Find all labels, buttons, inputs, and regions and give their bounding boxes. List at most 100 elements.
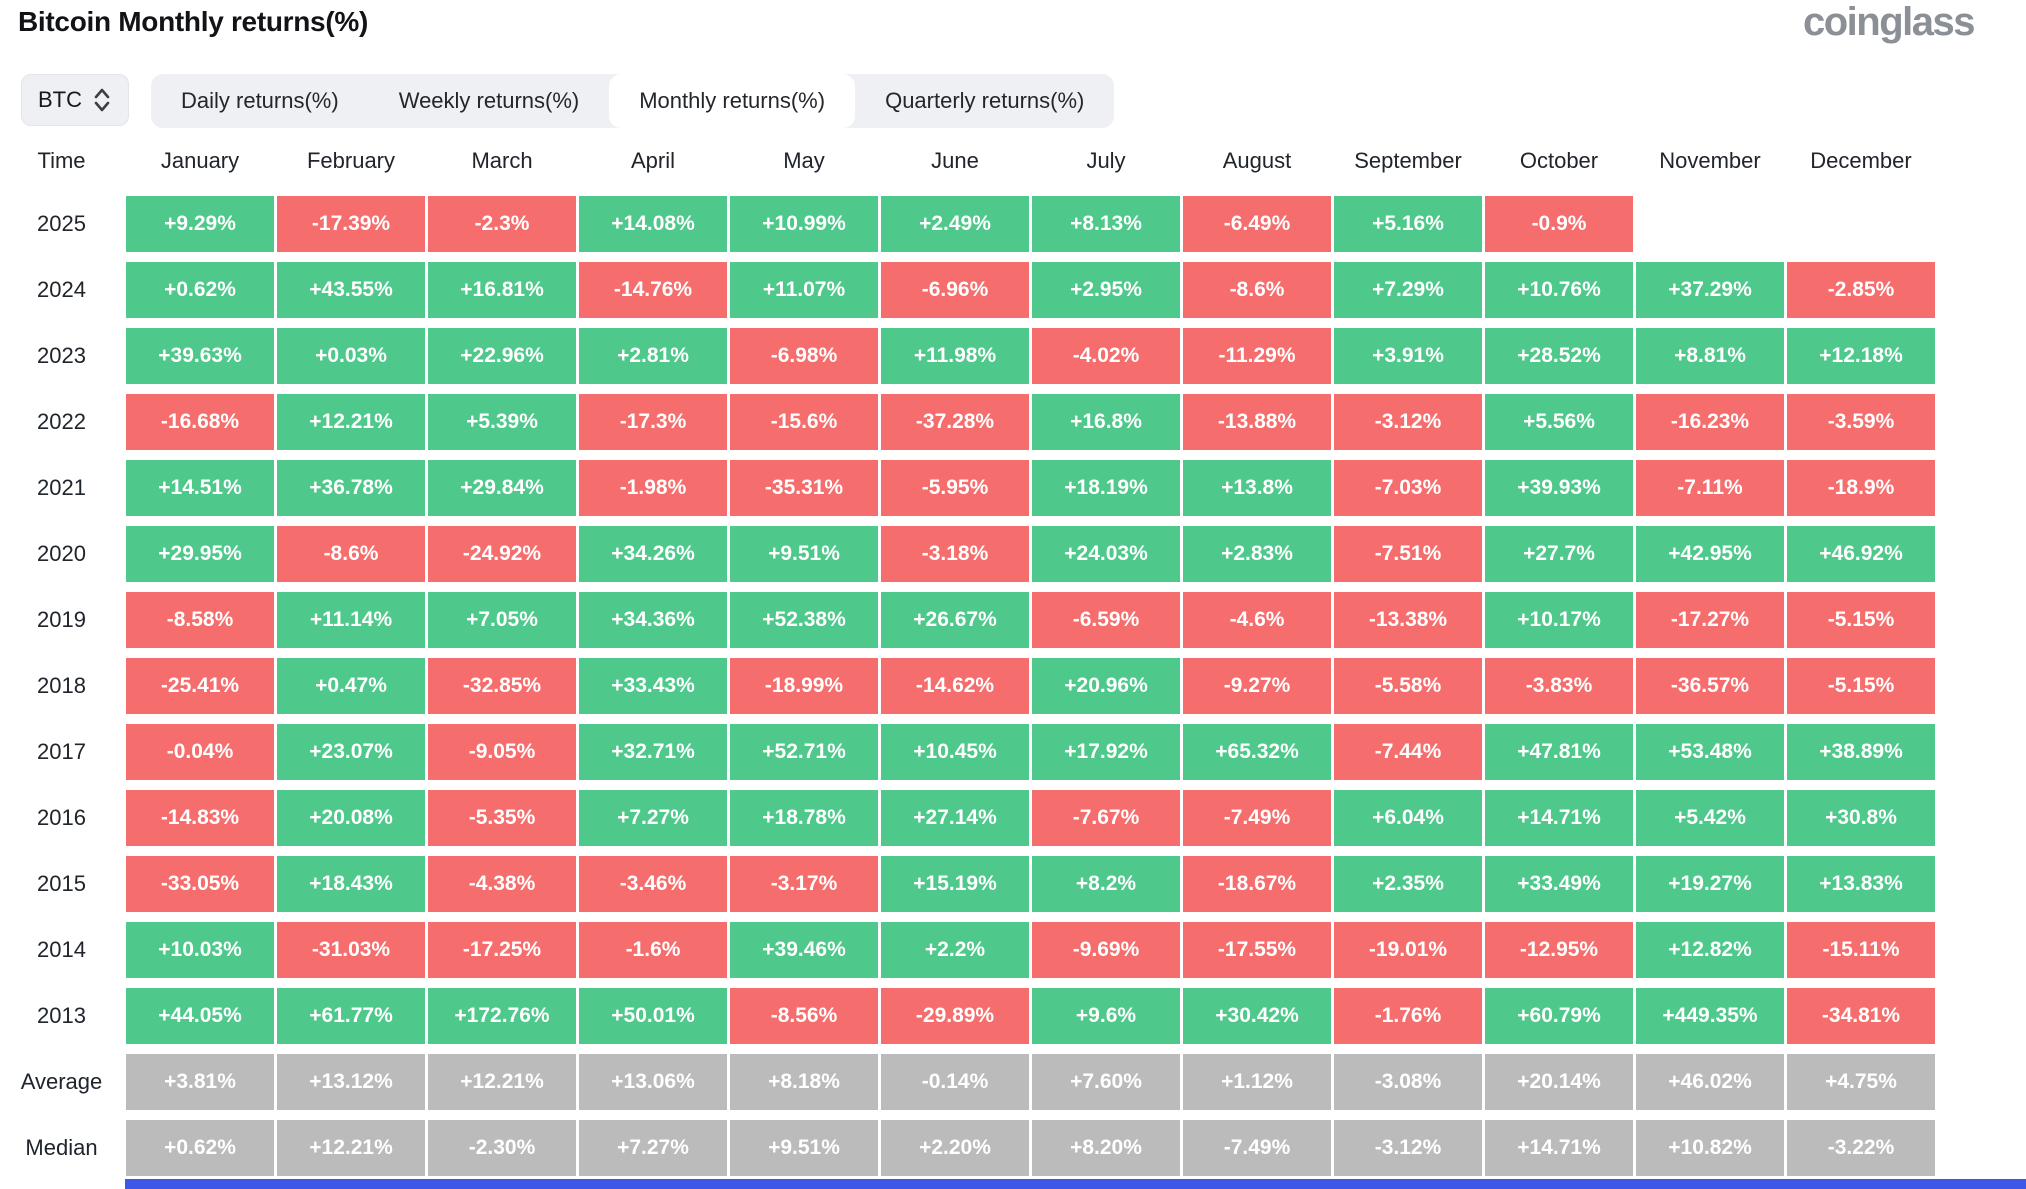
tab-quarterly-returns[interactable]: Quarterly returns(%) xyxy=(885,88,1085,113)
return-cell: +9.29% xyxy=(126,196,274,252)
year-row-2024: 2024 +0.62% +43.55% +16.81% -14.76% +11.07% -6… xyxy=(0,262,1935,318)
return-cell: +27.7% xyxy=(1485,526,1633,582)
summary-row-average: Average +3.81% +13.12% +12.21% +13.06% +8.18%… xyxy=(0,1054,1935,1110)
return-cell: -4.02% xyxy=(1032,328,1180,384)
return-cell: +9.51% xyxy=(730,526,878,582)
return-cell: +5.39% xyxy=(428,394,576,450)
return-cell: +8.2% xyxy=(1032,856,1180,912)
month-header-november: November xyxy=(1659,148,1761,173)
time-label: 2017 xyxy=(37,739,86,764)
month-header-february: February xyxy=(306,148,396,173)
return-cell: +33.43% xyxy=(579,658,727,714)
time-label: 2022 xyxy=(37,409,86,434)
return-cell: -9.27% xyxy=(1183,658,1331,714)
tab-monthly-returns[interactable]: Monthly returns(%) xyxy=(609,74,856,128)
time-label: 2019 xyxy=(37,607,86,632)
return-cell: +3.81% xyxy=(126,1054,274,1110)
return-cell: -7.51% xyxy=(1334,526,1482,582)
return-cell: +2.81% xyxy=(579,328,727,384)
coin-selector[interactable]: BTC xyxy=(21,74,129,126)
return-cell: +29.84% xyxy=(428,460,576,516)
month-header-may: May xyxy=(783,148,825,173)
return-cell: +13.12% xyxy=(277,1054,425,1110)
tab-daily-returns[interactable]: Daily returns(%) xyxy=(181,88,339,113)
return-cell: -3.83% xyxy=(1485,658,1633,714)
returns-table: Time January February March April May June July… xyxy=(0,138,1935,1186)
return-cell: +172.76% xyxy=(428,988,576,1044)
return-cell: +46.92% xyxy=(1787,526,1935,582)
return-cell: -25.41% xyxy=(126,658,274,714)
return-cell: +3.91% xyxy=(1334,328,1482,384)
return-cell: +449.35% xyxy=(1636,988,1784,1044)
year-row-2021: 2021 +14.51% +36.78% +29.84% -1.98% -35.31% -5… xyxy=(0,460,1935,516)
return-cell: +12.21% xyxy=(428,1054,576,1110)
return-cell: +44.05% xyxy=(126,988,274,1044)
return-cell: -4.6% xyxy=(1183,592,1331,648)
month-header-april: April xyxy=(630,148,675,173)
return-cell: -16.68% xyxy=(126,394,274,450)
return-cell: -14.83% xyxy=(126,790,274,846)
return-cell: +39.46% xyxy=(730,922,878,978)
return-cell: +16.8% xyxy=(1032,394,1180,450)
return-cell: -13.88% xyxy=(1183,394,1331,450)
return-cell: -7.03% xyxy=(1334,460,1482,516)
return-cell: +0.62% xyxy=(126,262,274,318)
return-cell: +5.16% xyxy=(1334,196,1482,252)
month-header-september: September xyxy=(1354,148,1462,173)
return-cell: -31.03% xyxy=(277,922,425,978)
return-cell: +36.78% xyxy=(277,460,425,516)
time-label: 2014 xyxy=(37,937,86,962)
return-cell: -3.17% xyxy=(730,856,878,912)
return-cell: +10.76% xyxy=(1485,262,1633,318)
return-cell: -8.6% xyxy=(277,526,425,582)
return-cell: -17.25% xyxy=(428,922,576,978)
tab-weekly-returns[interactable]: Weekly returns(%) xyxy=(398,88,580,113)
return-cell: +9.51% xyxy=(730,1120,878,1176)
return-cell: +38.89% xyxy=(1787,724,1935,780)
return-cell: -5.95% xyxy=(881,460,1029,516)
return-cell: +16.81% xyxy=(428,262,576,318)
return-cell: -6.98% xyxy=(730,328,878,384)
return-cell: +39.93% xyxy=(1485,460,1633,516)
empty-cell xyxy=(1787,196,1935,252)
return-cell: +12.82% xyxy=(1636,922,1784,978)
return-cell: +23.07% xyxy=(277,724,425,780)
return-cell: -3.22% xyxy=(1787,1120,1935,1176)
return-cell: +12.18% xyxy=(1787,328,1935,384)
return-cell: -1.76% xyxy=(1334,988,1482,1044)
return-cell: +37.29% xyxy=(1636,262,1784,318)
year-row-2016: 2016 -14.83% +20.08% -5.35% +7.27% +18.78% +27… xyxy=(0,790,1935,846)
time-label: 2021 xyxy=(37,475,86,500)
return-cell: +4.75% xyxy=(1787,1054,1935,1110)
return-cell: -14.76% xyxy=(579,262,727,318)
return-cell: +14.08% xyxy=(579,196,727,252)
return-cell: -2.85% xyxy=(1787,262,1935,318)
return-cell: +7.29% xyxy=(1334,262,1482,318)
return-cell: +34.36% xyxy=(579,592,727,648)
coin-selector-label: BTC xyxy=(38,87,82,112)
return-cell: -7.44% xyxy=(1334,724,1482,780)
return-cell: +2.20% xyxy=(881,1120,1029,1176)
return-cell: +11.07% xyxy=(730,262,878,318)
return-cell: +0.47% xyxy=(277,658,425,714)
return-cell: -5.15% xyxy=(1787,658,1935,714)
return-cell: +33.49% xyxy=(1485,856,1633,912)
return-cell: +12.21% xyxy=(277,394,425,450)
return-cell: +18.43% xyxy=(277,856,425,912)
return-cell: -4.38% xyxy=(428,856,576,912)
return-cell: -35.31% xyxy=(730,460,878,516)
summary-row-median: Median +0.62% +12.21% -2.30% +7.27% +9.51% +2.… xyxy=(0,1120,1935,1176)
year-row-2017: 2017 -0.04% +23.07% -9.05% +32.71% +52.71% +10… xyxy=(0,724,1935,780)
return-cell: -0.14% xyxy=(881,1054,1029,1110)
return-cell: -8.6% xyxy=(1183,262,1331,318)
return-cell: -3.46% xyxy=(579,856,727,912)
return-cell: +29.95% xyxy=(126,526,274,582)
return-cell: +30.42% xyxy=(1183,988,1331,1044)
return-cell: -17.27% xyxy=(1636,592,1784,648)
time-label: 2025 xyxy=(37,211,86,236)
return-cell: -18.9% xyxy=(1787,460,1935,516)
return-cell: +65.32% xyxy=(1183,724,1331,780)
return-cell: -17.39% xyxy=(277,196,425,252)
time-label: 2023 xyxy=(37,343,86,368)
